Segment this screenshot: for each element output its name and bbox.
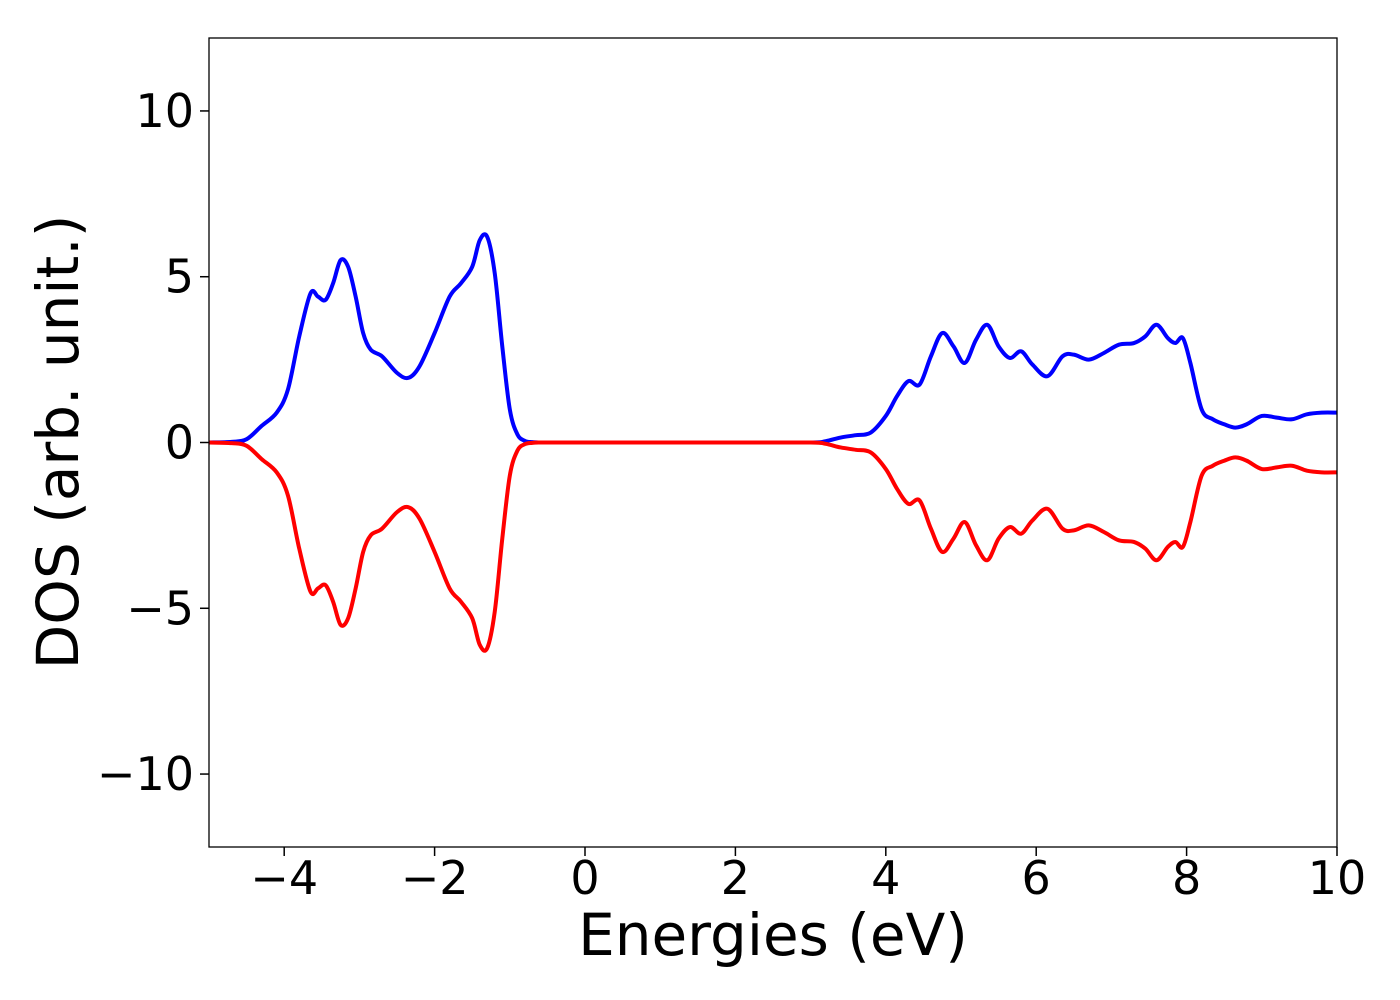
x-axis: −4 −2 0 2 4 6 8 10 [250, 847, 1366, 905]
x-axis-title: Energies (eV) [578, 901, 968, 969]
y-axis-title: DOS (arb. unit.) [24, 215, 92, 670]
y-axis: 10 5 0 −5 −10 [97, 84, 209, 801]
x-tick-label: 0 [570, 851, 599, 905]
x-tick-label: 4 [871, 851, 900, 905]
x-tick-label: 6 [1022, 851, 1051, 905]
dos-series-2-line [209, 440, 1337, 653]
y-tick-label: 5 [165, 250, 194, 304]
x-tick-label: 2 [721, 851, 750, 905]
x-tick-label: 8 [1172, 851, 1201, 905]
x-tick-label: 10 [1308, 851, 1367, 905]
x-tick-label: −2 [401, 851, 469, 905]
dos-series-1-line [209, 232, 1337, 445]
y-tick-label: 10 [135, 84, 194, 138]
x-tick-label: −4 [250, 851, 318, 905]
y-tick-label: −10 [97, 747, 194, 801]
y-tick-label: 0 [165, 416, 194, 470]
series-layer [209, 232, 1337, 653]
y-tick-label: −5 [126, 581, 194, 635]
